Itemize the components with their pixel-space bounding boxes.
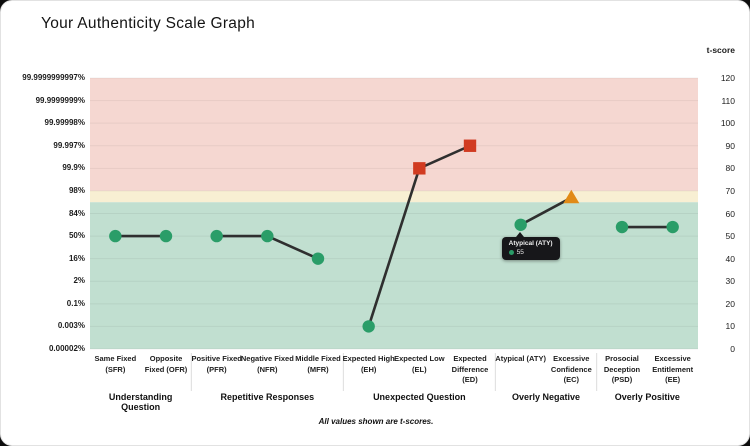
- left-axis-tick-60: 84%: [68, 208, 85, 218]
- category-label-unexpected-question: Unexpected Question: [373, 392, 466, 402]
- footnote: All values shown are t-scores.: [318, 417, 434, 426]
- tooltip-label: Atypical (ATY): [508, 239, 553, 247]
- left-axis-tick-10: 0.003%: [57, 321, 85, 331]
- tooltip-series-dot-icon: [508, 249, 514, 255]
- left-axis-tick-120: 99.9999999997%: [22, 73, 85, 82]
- point-EL[interactable]: [413, 162, 426, 175]
- point-SFR[interactable]: [109, 229, 122, 243]
- category-label-understanding-question: Understanding Question: [108, 392, 173, 412]
- point-PFR[interactable]: [210, 229, 223, 243]
- measure-label-EE: Excessive Entitlement (EE): [652, 354, 694, 384]
- right-axis-title: t-score: [706, 45, 735, 55]
- band-typical-zone: [90, 202, 698, 349]
- right-axis-tick-40: 40: [725, 253, 735, 264]
- measure-label-SFR: Same Fixed (SFR): [94, 354, 137, 374]
- measure-label-OFR: Opposite Fixed (OFR): [144, 354, 188, 374]
- right-axis-tick-90: 90: [725, 140, 735, 151]
- measure-label-EH: Expected High (EH): [342, 354, 395, 374]
- right-axis-tick-80: 80: [725, 163, 735, 174]
- page-title: Your Authenticity Scale Graph: [41, 15, 256, 32]
- point-MFR[interactable]: [311, 252, 325, 265]
- point-EC[interactable]: [563, 189, 580, 204]
- tooltip-value: 55: [516, 248, 524, 256]
- category-label-overly-positive: Overly Positive: [614, 392, 680, 402]
- left-axis-tick-30: 2%: [73, 276, 85, 286]
- measure-label-ATY: Atypical (ATY): [495, 354, 546, 363]
- right-axis-tick-70: 70: [725, 185, 735, 196]
- band-elevated-zone: [90, 78, 698, 191]
- left-axis-tick-20: 0.1%: [66, 298, 85, 308]
- right-axis-tick-0: 0: [730, 344, 735, 354]
- point-OFR[interactable]: [159, 229, 173, 243]
- left-axis-tick-100: 99.99998%: [44, 118, 85, 128]
- left-axis-tick-80: 99.9%: [62, 163, 85, 173]
- left-axis-tick-90: 99.997%: [53, 140, 85, 150]
- measure-label-EC: Excessive Confidence (EC): [550, 354, 592, 384]
- measure-label-EL: Expected Low (EL): [394, 354, 445, 374]
- right-axis-tick-10: 10: [725, 321, 735, 332]
- right-axis-tick-110: 110: [721, 95, 735, 106]
- band-caution-zone: [90, 190, 698, 203]
- measure-label-PFR: Positive Fixed (PFR): [191, 354, 242, 374]
- measure-label-ED: Expected Difference (ED): [451, 354, 489, 384]
- left-axis-tick-110: 99.9999999%: [35, 95, 85, 105]
- left-axis-tick-70: 98%: [68, 185, 85, 195]
- right-axis-tick-100: 100: [720, 118, 735, 129]
- category-label-repetitive-responses: Repetitive Responses: [220, 392, 315, 402]
- point-ATY[interactable]: [514, 218, 527, 231]
- category-label-overly-negative: Overly Negative: [511, 392, 581, 402]
- measure-label-PSD: Prosocial Deception (PSD): [603, 354, 641, 384]
- point-ED[interactable]: [463, 139, 477, 152]
- left-axis-tick-50: 50%: [68, 231, 85, 241]
- right-axis-tick-50: 50: [725, 231, 735, 242]
- point-NFR[interactable]: [261, 229, 274, 243]
- right-axis-tick-30: 30: [725, 276, 735, 287]
- point-PSD[interactable]: [615, 220, 629, 234]
- tooltip: Atypical (ATY) 55: [501, 231, 560, 260]
- tooltip-value-row: 55: [508, 248, 553, 256]
- right-axis-tick-20: 20: [725, 298, 735, 309]
- measure-label-MFR: Middle Fixed (MFR): [295, 354, 341, 374]
- point-EH[interactable]: [362, 320, 375, 333]
- series-line-overly-negative: [519, 196, 573, 227]
- point-EE[interactable]: [666, 220, 679, 234]
- measure-label-NFR: Negative Fixed (NFR): [240, 354, 294, 374]
- right-axis-tick-120: 120: [720, 73, 735, 83]
- right-axis-tick-60: 60: [725, 208, 735, 219]
- left-axis-tick-40: 16%: [68, 253, 85, 263]
- left-axis-tick-0: 0.00002%: [48, 344, 85, 353]
